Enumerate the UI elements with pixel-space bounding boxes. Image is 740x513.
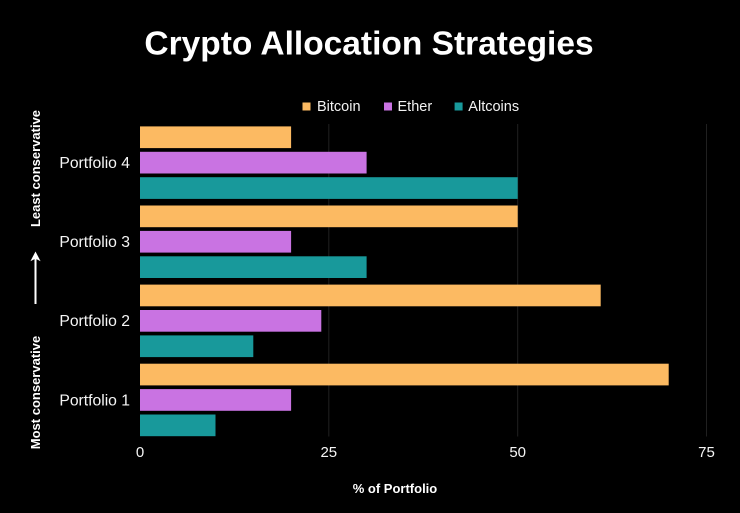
svg-text:Most conservative: Most conservative — [28, 336, 43, 449]
svg-text:Portfolio 4: Portfolio 4 — [59, 155, 130, 172]
svg-text:Portfolio 3: Portfolio 3 — [59, 234, 130, 251]
svg-text:Portfolio 1: Portfolio 1 — [59, 392, 130, 409]
svg-text:Least conservative: Least conservative — [28, 110, 43, 227]
svg-text:0: 0 — [136, 444, 144, 461]
svg-text:Portfolio 2: Portfolio 2 — [59, 313, 130, 330]
svg-text:Crypto Allocation Strategies: Crypto Allocation Strategies — [144, 26, 593, 63]
svg-text:50: 50 — [509, 444, 526, 461]
svg-text:Altcoins: Altcoins — [468, 99, 519, 115]
svg-text:Bitcoin: Bitcoin — [317, 99, 361, 115]
svg-text:Ether: Ether — [398, 99, 433, 115]
svg-text:% of Portfolio: % of Portfolio — [353, 481, 438, 496]
svg-text:75: 75 — [698, 444, 715, 461]
svg-text:25: 25 — [320, 444, 337, 461]
